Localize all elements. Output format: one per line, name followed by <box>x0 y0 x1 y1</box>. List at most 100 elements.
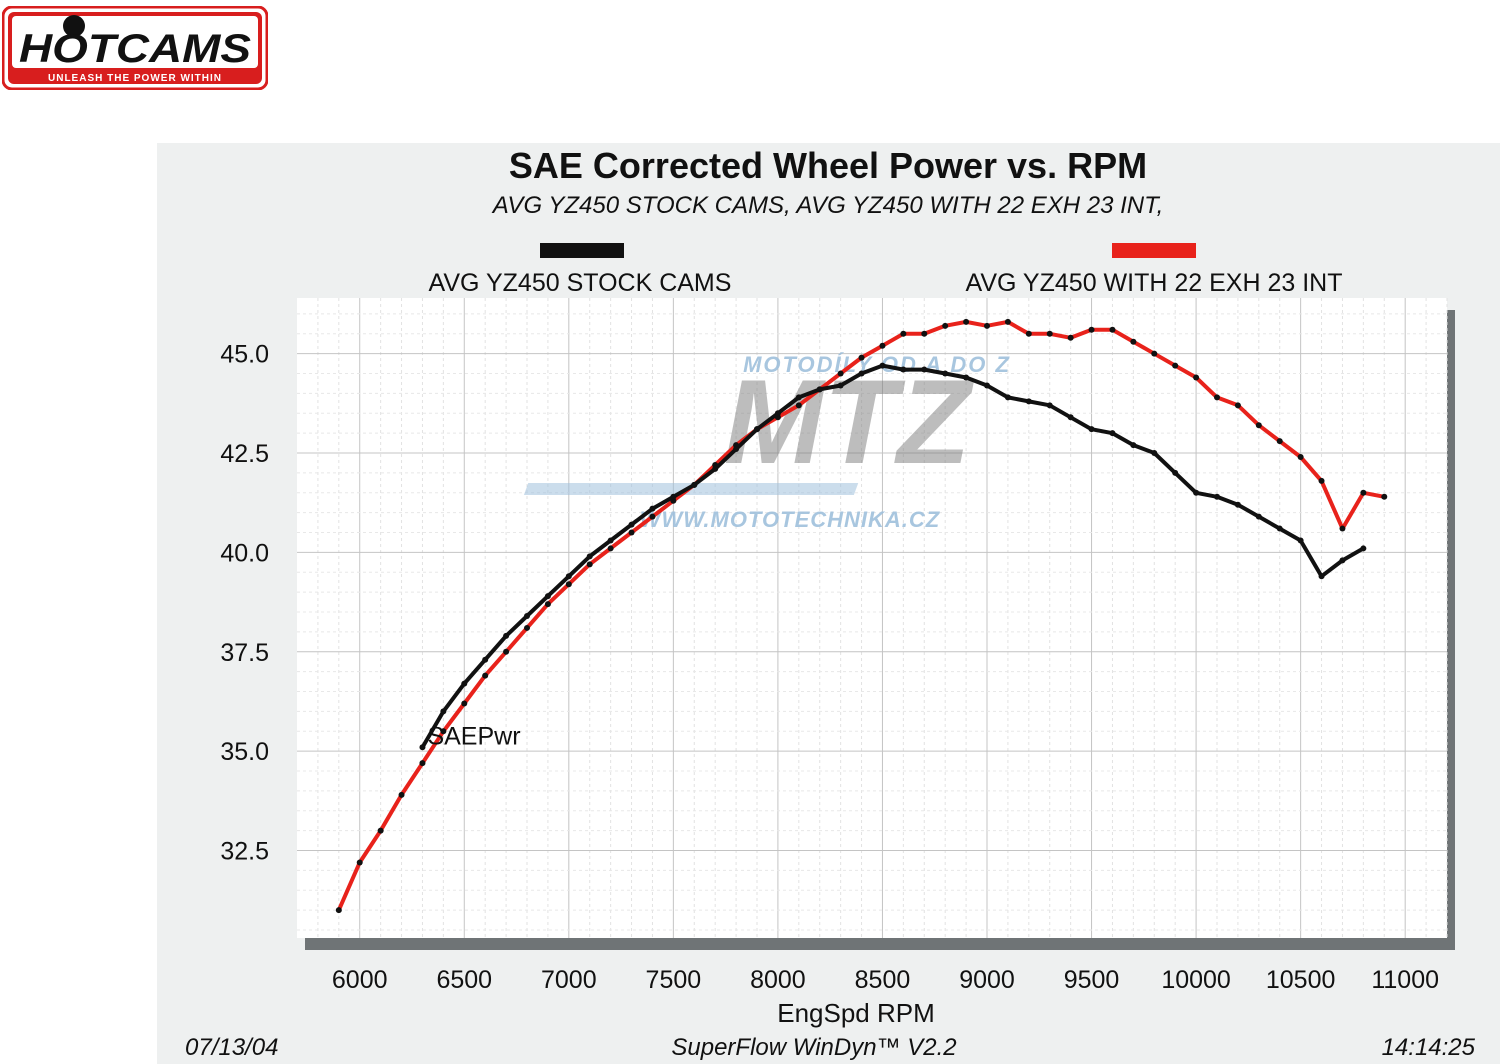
axis-ticks: 32.5 35.0 37.5 40.0 42.5 45.0 6000 6500 7000 7500… <box>220 341 1439 994</box>
data-point <box>398 791 405 798</box>
logo-text: HOTCAMS <box>19 27 251 71</box>
x-tick-label: 8000 <box>750 966 806 994</box>
x-tick-label: 10000 <box>1161 966 1231 994</box>
data-point <box>565 581 572 588</box>
data-point <box>1172 469 1179 476</box>
y-tick-label: 45.0 <box>220 341 269 369</box>
y-tick-label: 42.5 <box>220 440 269 468</box>
data-point <box>1046 402 1053 409</box>
data-point <box>1046 330 1053 337</box>
logo-tagline: UNLEASH THE POWER WITHIN <box>48 73 222 84</box>
data-point <box>691 481 698 488</box>
series-line-stock <box>420 363 1366 750</box>
x-tick-label: 7000 <box>541 966 597 994</box>
watermark-url: WWW.MOTOTECHNIKA.CZ <box>640 507 941 532</box>
y-tick-label: 32.5 <box>220 838 269 866</box>
data-point <box>733 446 740 453</box>
chart-subtitle: AVG YZ450 STOCK CAMS, AVG YZ450 WITH 22 … <box>491 192 1164 219</box>
data-point <box>649 513 656 520</box>
data-point <box>1193 489 1200 496</box>
power-chart: 32.5 35.0 37.5 40.0 42.5 45.0 6000 6500 7000 7500… <box>185 145 1476 1061</box>
data-point <box>1193 374 1200 381</box>
data-point <box>503 632 510 639</box>
data-point <box>1255 422 1262 429</box>
y-tick-label: 40.0 <box>220 539 269 567</box>
data-point <box>628 521 635 528</box>
data-point <box>586 553 593 560</box>
chart-title: SAE Corrected Wheel Power vs. RPM <box>509 145 1147 186</box>
x-tick-label: 10500 <box>1266 966 1336 994</box>
data-point <box>356 859 363 866</box>
data-point <box>754 426 760 433</box>
data-point <box>858 354 865 361</box>
data-point <box>963 318 970 325</box>
data-point <box>1360 545 1367 552</box>
data-point <box>524 613 530 620</box>
curve-label: SAEPwr <box>427 722 520 750</box>
data-point <box>837 382 844 389</box>
data-point <box>795 394 802 401</box>
data-point <box>524 624 530 631</box>
data-point <box>1234 402 1241 409</box>
x-tick-label: 9500 <box>1064 966 1120 994</box>
y-tick-label: 35.0 <box>220 738 269 766</box>
data-point <box>503 648 510 655</box>
data-point <box>649 505 656 512</box>
data-point <box>837 370 844 377</box>
data-point <box>1088 326 1095 333</box>
data-point <box>1214 493 1220 500</box>
data-point <box>1234 501 1241 508</box>
data-point <box>963 374 970 381</box>
legend-label-hotcams: AVG YZ450 WITH 22 EXH 23 INT <box>966 269 1343 297</box>
data-point <box>774 410 781 417</box>
data-point <box>795 402 802 409</box>
x-tick-label: 9000 <box>959 966 1015 994</box>
plot-area <box>297 298 1455 950</box>
watermark-top-text: MOTODÍLY OD A DO Z <box>743 352 1011 377</box>
data-point <box>1151 450 1158 457</box>
data-point <box>1360 489 1367 496</box>
data-point <box>1172 362 1179 369</box>
data-point <box>1255 513 1262 520</box>
footer-time: 14:14:25 <box>1382 1034 1476 1061</box>
data-point <box>921 330 928 337</box>
series-layer <box>335 318 1388 914</box>
data-point <box>1214 394 1220 401</box>
data-point <box>984 382 990 389</box>
data-point <box>544 601 551 608</box>
data-point <box>544 593 551 600</box>
hotcams-logo: HOTCAMS UNLEASH THE POWER WITHIN <box>2 6 268 90</box>
data-point <box>607 545 614 552</box>
data-point <box>712 465 719 472</box>
data-point <box>1025 398 1032 405</box>
data-point <box>565 573 572 580</box>
data-point <box>482 672 489 679</box>
data-point <box>1088 426 1095 433</box>
data-point <box>1067 414 1074 421</box>
watermark-logo: MTZ <box>724 355 975 489</box>
plot-background <box>297 298 1447 938</box>
data-point <box>461 700 468 707</box>
footer-date: 07/13/04 <box>185 1034 278 1061</box>
chart-panel: 32.5 35.0 37.5 40.0 42.5 45.0 6000 6500 7000 7500… <box>157 143 1500 1064</box>
x-tick-label: 6500 <box>436 966 492 994</box>
data-point <box>1318 477 1325 484</box>
data-point <box>879 342 886 349</box>
data-point <box>1276 438 1283 445</box>
data-point <box>1025 330 1032 337</box>
legend-swatch-stock <box>540 243 624 258</box>
footer-software: SuperFlow WinDyn™ V2.2 <box>671 1034 956 1061</box>
data-point <box>1339 557 1346 564</box>
data-point <box>628 529 635 536</box>
data-point <box>1067 334 1074 341</box>
data-point <box>1297 537 1304 544</box>
data-point <box>586 561 593 568</box>
x-tick-label: 11000 <box>1371 966 1439 994</box>
data-point <box>942 322 949 329</box>
data-point <box>1318 573 1325 580</box>
data-point <box>816 386 823 393</box>
x-axis-label: EngSpd RPM <box>777 998 935 1028</box>
data-point <box>419 744 426 751</box>
data-point <box>670 493 677 500</box>
data-point <box>1130 338 1137 345</box>
